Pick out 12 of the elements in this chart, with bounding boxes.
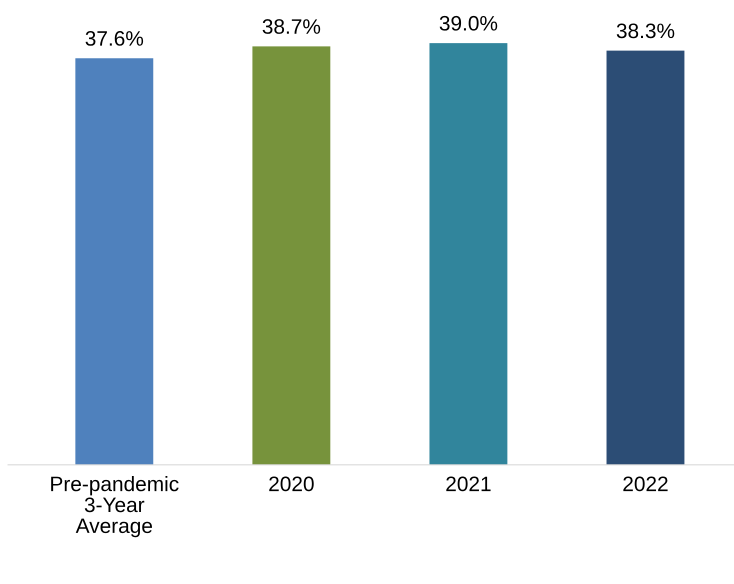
bar (75, 58, 154, 465)
bar (252, 46, 330, 465)
data-label: 38.3% (616, 23, 674, 38)
x-tick-label: 2022 (623, 476, 668, 492)
x-tick-label: Pre-pandemic 3-Year Average (51, 476, 179, 538)
bar (606, 50, 684, 465)
bar (429, 43, 508, 465)
data-label: 37.6% (86, 31, 144, 46)
data-label: 38.7% (262, 19, 320, 34)
data-label: 39.0% (440, 16, 498, 31)
x-tick-label: 2020 (269, 476, 314, 492)
x-tick-label: 2021 (446, 476, 491, 492)
